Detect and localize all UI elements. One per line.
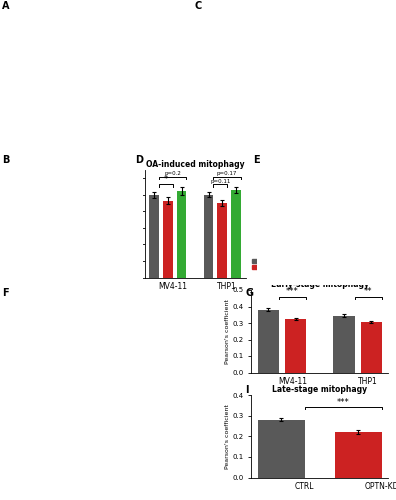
Text: D: D [135, 155, 143, 165]
Text: G: G [246, 288, 253, 298]
Text: *: * [164, 174, 168, 184]
Bar [231, 190, 241, 278]
Y-axis label: Pearson's coefficient: Pearson's coefficient [225, 299, 230, 364]
Title: OA-induced mitophagy: OA-induced mitophagy [146, 160, 244, 169]
Text: ***: *** [337, 398, 350, 407]
Bar [177, 190, 187, 278]
Bar [85, 195, 95, 278]
Text: p=0.2: p=0.2 [164, 171, 181, 176]
Legend: CTRL, OPTN-KD, OPTN-OE: CTRL, OPTN-KD, OPTN-OE [27, 132, 60, 150]
Text: B: B [2, 155, 10, 165]
Bar [258, 420, 305, 478]
Bar [112, 188, 122, 278]
Text: C: C [194, 1, 201, 11]
Text: p=0.11: p=0.11 [210, 178, 230, 184]
Bar [360, 322, 382, 372]
Text: *: * [93, 170, 97, 179]
Legend: CTRL, OPTN-KD: CTRL, OPTN-KD [251, 258, 287, 270]
Text: ***: *** [286, 287, 299, 296]
Text: **: ** [364, 287, 373, 296]
Bar [30, 195, 40, 278]
Text: I: I [246, 385, 249, 395]
Bar [285, 319, 306, 372]
Title: Early-stage mitophagy: Early-stage mitophagy [271, 280, 369, 289]
Y-axis label: Mitophagy induction
(Normalized to CTRL): Mitophagy induction (Normalized to CTRL) [0, 190, 2, 257]
Bar [149, 195, 159, 278]
Bar [44, 224, 54, 278]
Y-axis label: Mitophagy induction
(Normalized to CTRL): Mitophagy induction (Normalized to CTRL) [110, 190, 121, 257]
Legend: CTRL, OPTN-KD, OPTN-OE: CTRL, OPTN-KD, OPTN-OE [145, 132, 179, 150]
Bar [333, 316, 355, 372]
Title: DFP induced mitophagy: DFP induced mitophagy [25, 160, 128, 169]
Bar [99, 230, 109, 278]
Text: p=0.17: p=0.17 [217, 171, 237, 176]
Bar [204, 195, 213, 278]
Title: Late-stage mitophagy: Late-stage mitophagy [272, 385, 367, 394]
Text: A: A [2, 1, 10, 11]
Text: E: E [253, 155, 260, 165]
Bar [58, 188, 68, 278]
Y-axis label: Pearson's coefficient: Pearson's coefficient [225, 404, 230, 468]
Bar [258, 310, 279, 372]
Bar [163, 200, 173, 278]
Text: *: * [65, 170, 70, 179]
Bar [217, 203, 227, 278]
Text: F: F [2, 288, 9, 298]
Bar [335, 432, 382, 478]
